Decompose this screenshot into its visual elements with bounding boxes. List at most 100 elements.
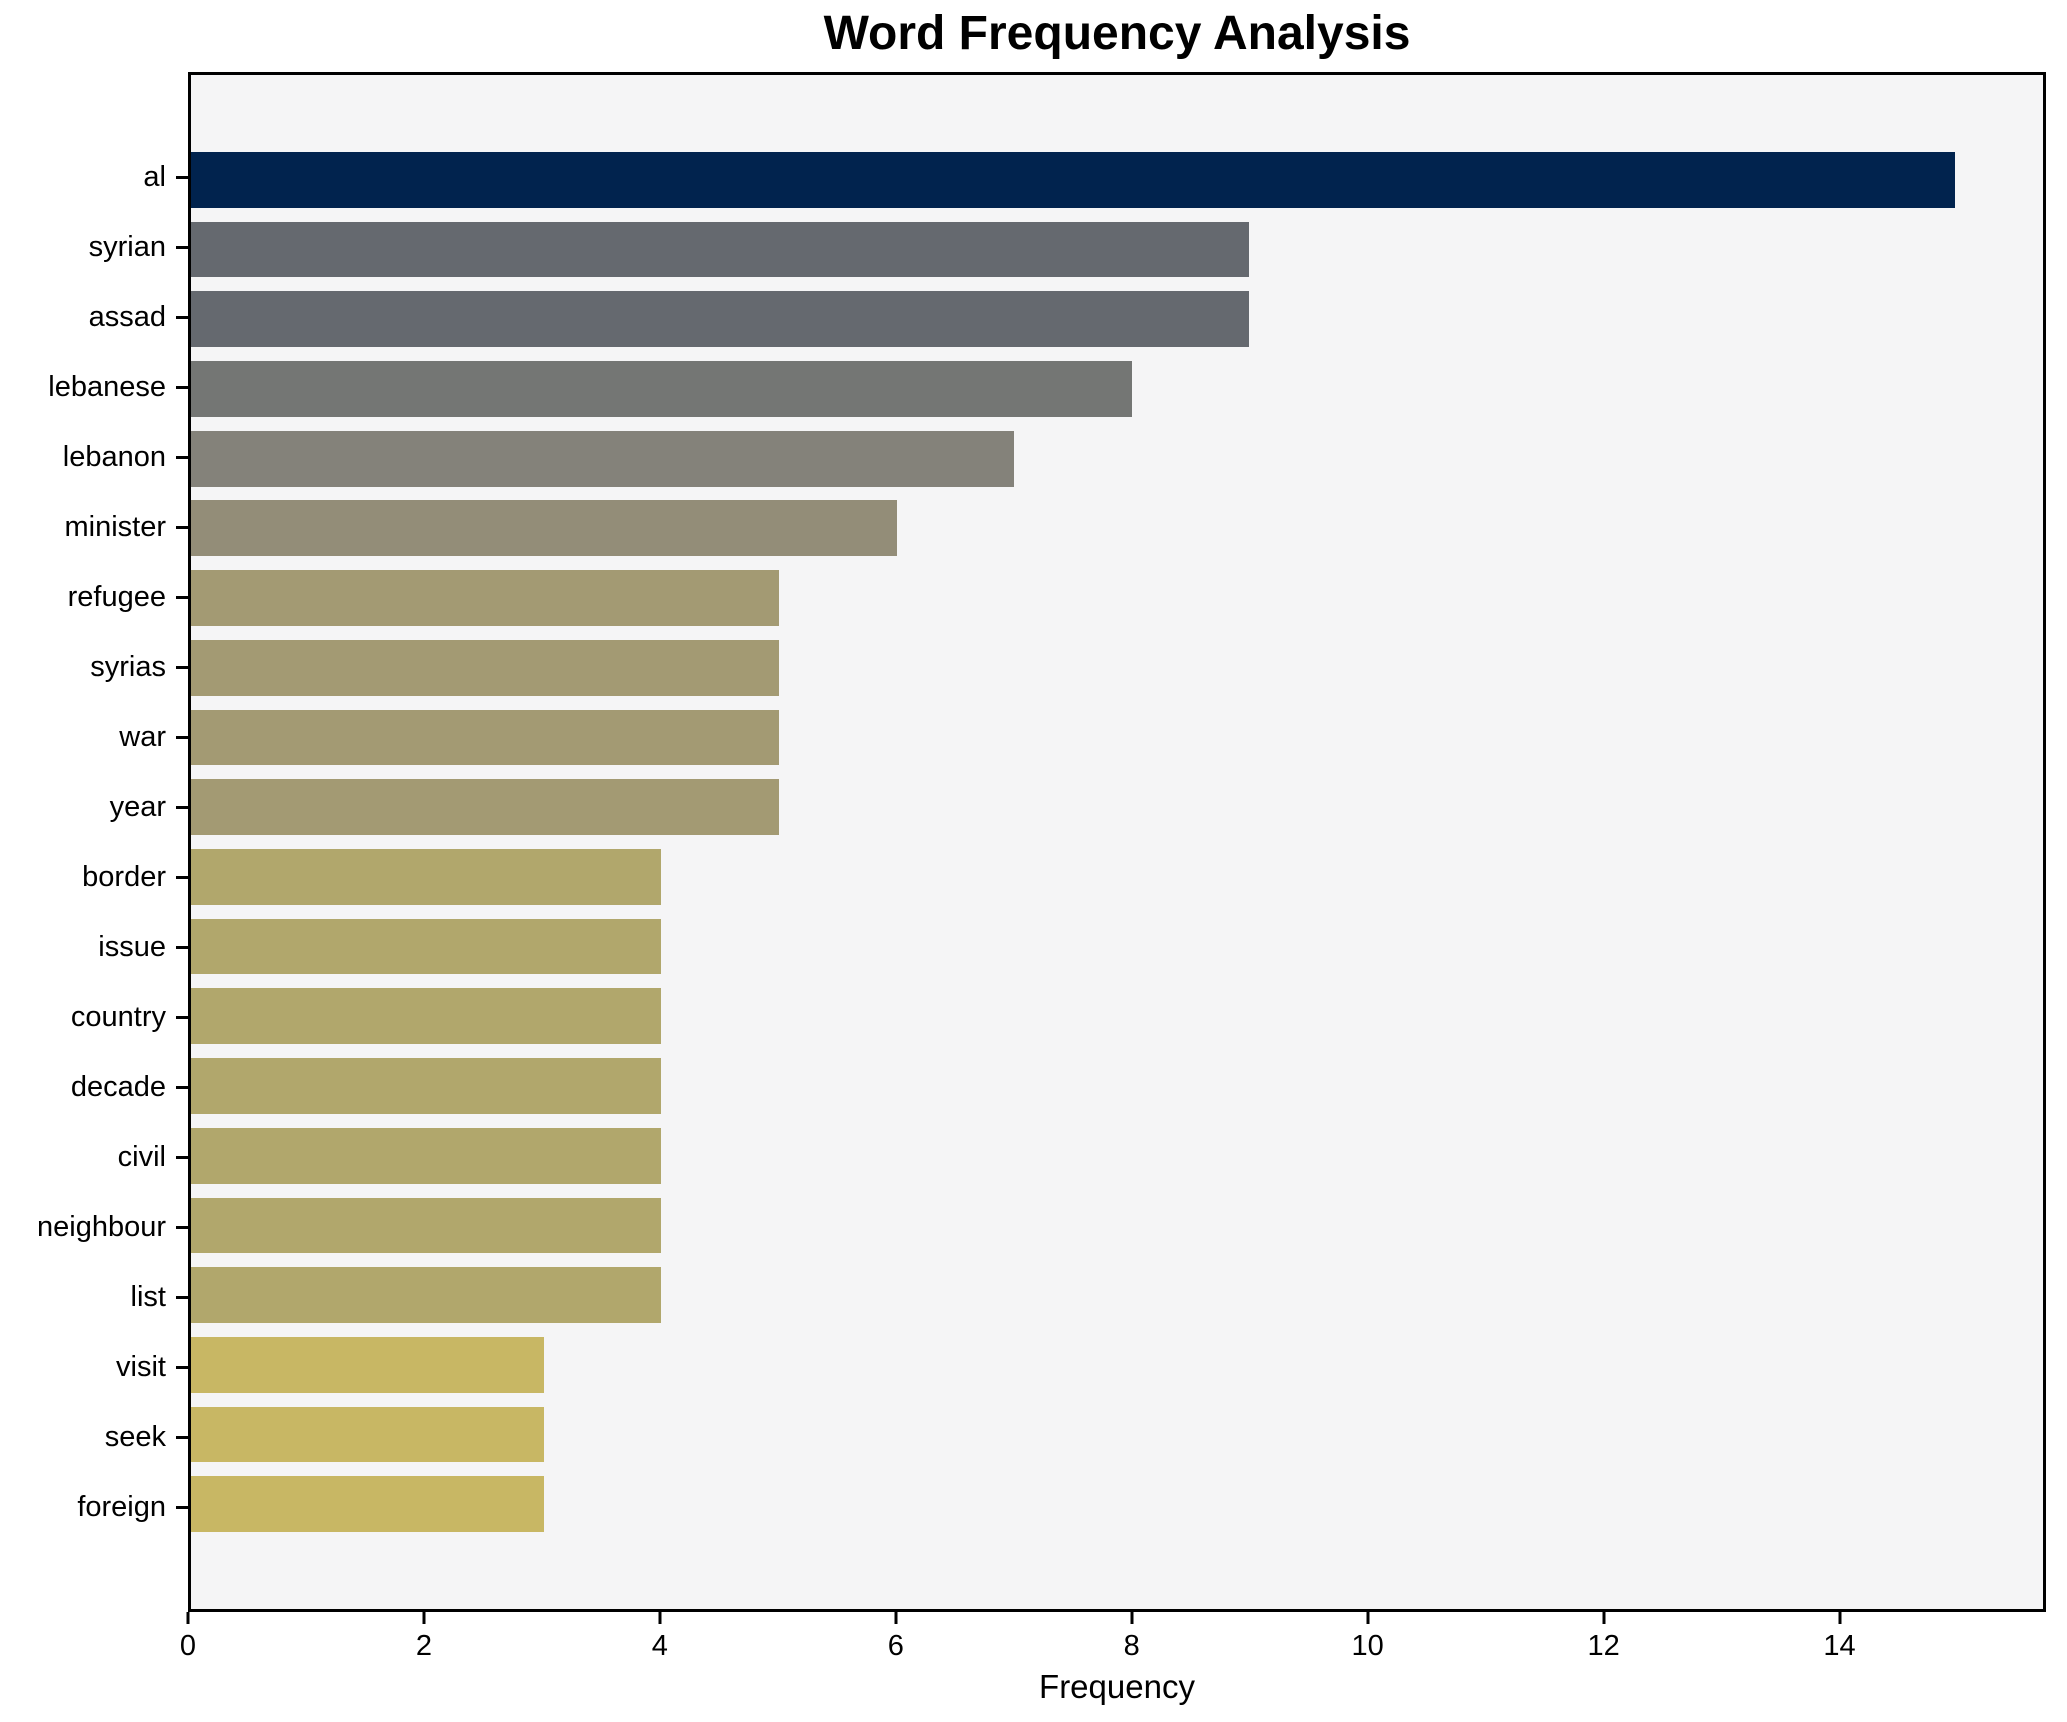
y-tick-label: foreign xyxy=(77,1490,166,1523)
y-row: al xyxy=(0,142,188,212)
y-tick-mark xyxy=(176,1085,188,1089)
y-tick-label: decade xyxy=(70,1070,166,1103)
bar xyxy=(191,1058,662,1114)
y-row: assad xyxy=(0,282,188,352)
bar xyxy=(191,361,1132,417)
y-tick-label: syrian xyxy=(88,230,166,263)
y-row: decade xyxy=(0,1052,188,1122)
x-tick-mark xyxy=(1130,1612,1134,1624)
bars-container xyxy=(191,75,2043,1609)
bar-row xyxy=(191,1330,2043,1400)
bar xyxy=(191,1127,662,1184)
y-tick-mark xyxy=(176,525,188,529)
y-tick-label: border xyxy=(82,860,166,893)
x-tick-label: 6 xyxy=(887,1630,904,1662)
y-tick-label: minister xyxy=(64,510,166,543)
y-tick-mark xyxy=(176,665,188,669)
y-tick-label: list xyxy=(130,1280,166,1313)
x-tick-label: 0 xyxy=(179,1630,197,1662)
x-tick-mark xyxy=(894,1612,898,1624)
bar xyxy=(191,849,662,905)
y-axis: al syrian assad lebanese lebanon minister refu… xyxy=(0,72,188,1612)
y-row: seek xyxy=(0,1402,188,1472)
y-tick-mark xyxy=(176,1015,188,1019)
y-tick-mark xyxy=(176,1295,188,1299)
bar-row xyxy=(191,1260,2043,1330)
bar-row xyxy=(191,145,2043,215)
bar-row xyxy=(191,215,2043,285)
y-tick-mark xyxy=(176,245,188,249)
x-tick-mark xyxy=(186,1612,190,1624)
y-row: civil xyxy=(0,1122,188,1192)
bar xyxy=(191,709,779,766)
y-tick-mark xyxy=(176,945,188,949)
bar-row xyxy=(191,772,2043,842)
y-tick-label: year xyxy=(109,790,166,823)
plot-area xyxy=(188,72,2046,1612)
y-tick-label: issue xyxy=(98,930,166,963)
y-tick-label: syrias xyxy=(90,650,166,683)
y-tick-mark xyxy=(176,175,188,179)
y-row: country xyxy=(0,982,188,1052)
y-tick-mark xyxy=(176,1365,188,1369)
y-tick-label: war xyxy=(119,720,166,753)
bar-row xyxy=(191,424,2043,494)
y-tick-mark xyxy=(176,315,188,319)
y-tick-label: lebanon xyxy=(62,440,166,473)
x-tick-mark xyxy=(658,1612,662,1624)
bar xyxy=(191,988,662,1045)
bar-row xyxy=(191,284,2043,354)
bar-row xyxy=(191,1051,2043,1121)
y-tick-label: visit xyxy=(116,1350,166,1383)
y-tick-label: seek xyxy=(104,1420,166,1453)
y-tick-mark xyxy=(176,1155,188,1159)
y-row: list xyxy=(0,1262,188,1332)
y-tick-mark xyxy=(176,595,188,599)
x-axis: 0 2 4 6 8 10 12 14 xyxy=(180,1612,2046,1692)
bar xyxy=(191,779,779,836)
y-tick-mark xyxy=(176,385,188,389)
y-tick-label: neighbour xyxy=(37,1210,166,1243)
bar xyxy=(191,1406,544,1463)
bar-row xyxy=(191,633,2043,703)
bar xyxy=(191,639,779,696)
y-row: neighbour xyxy=(0,1192,188,1262)
bar xyxy=(191,500,897,557)
y-tick-mark xyxy=(176,455,188,459)
x-tick-label: 14 xyxy=(1823,1630,1856,1662)
bar-row xyxy=(191,1469,2043,1539)
y-row: syrian xyxy=(0,212,188,282)
y-row: war xyxy=(0,702,188,772)
x-tick-label: 8 xyxy=(1123,1630,1140,1662)
y-row: border xyxy=(0,842,188,912)
y-tick-label: lebanese xyxy=(48,370,166,403)
x-tick-mark xyxy=(1838,1612,1842,1624)
y-tick-mark xyxy=(176,805,188,809)
bar-row xyxy=(191,703,2043,773)
bar xyxy=(191,430,1015,487)
bar-row xyxy=(191,563,2043,633)
bar xyxy=(191,1336,544,1393)
y-tick-mark xyxy=(176,1435,188,1439)
x-tick-mark xyxy=(1366,1612,1370,1624)
y-tick-mark xyxy=(176,1225,188,1229)
bar-row xyxy=(191,912,2043,982)
bar xyxy=(191,221,1250,278)
y-row: minister xyxy=(0,492,188,562)
y-row: visit xyxy=(0,1332,188,1402)
x-tick-label: 10 xyxy=(1351,1630,1384,1662)
y-row: year xyxy=(0,772,188,842)
bar xyxy=(191,291,1250,348)
y-row: issue xyxy=(0,912,188,982)
bar-row xyxy=(191,1191,2043,1261)
y-tick-label: al xyxy=(143,160,166,193)
y-tick-label: refugee xyxy=(67,580,166,613)
y-row: syrias xyxy=(0,632,188,702)
bar-row xyxy=(191,842,2043,912)
bar xyxy=(191,1476,544,1533)
bar-row xyxy=(191,354,2043,424)
y-row: refugee xyxy=(0,562,188,632)
bar-row xyxy=(191,494,2043,564)
x-tick-mark xyxy=(422,1612,426,1624)
